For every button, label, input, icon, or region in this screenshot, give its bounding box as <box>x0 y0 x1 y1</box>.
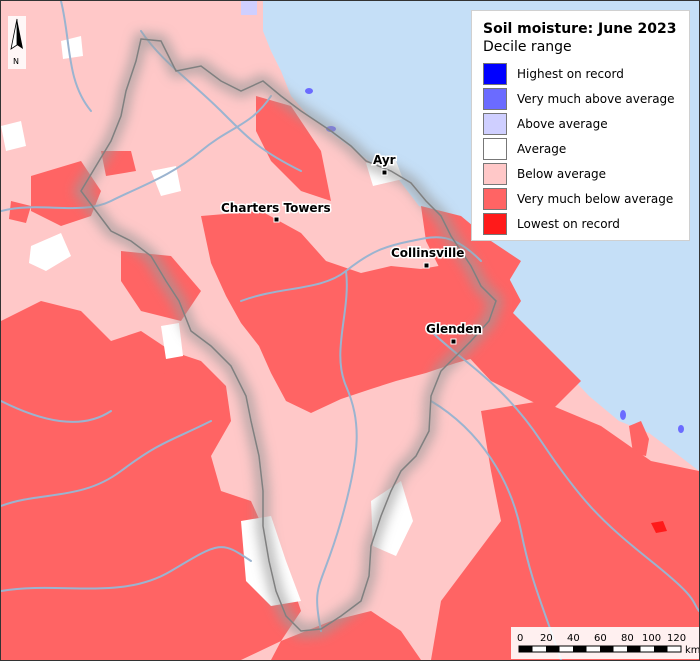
legend-item-average: Average <box>483 136 689 161</box>
scale-tick-label: 0 <box>517 633 523 644</box>
island <box>305 88 313 94</box>
scale-segment <box>519 646 533 652</box>
town-ayr[interactable]: Ayr <box>372 152 397 176</box>
town-marker <box>423 262 430 269</box>
legend-label: Very much below average <box>517 191 674 206</box>
town-label-ayr: Ayr <box>373 153 396 167</box>
legend-label: Below average <box>517 166 607 181</box>
legend-label: Average <box>517 141 567 156</box>
scale-tick-label: 80 <box>621 633 634 644</box>
legend-label: Lowest on record <box>517 216 620 231</box>
north-arrow: N <box>8 16 26 69</box>
legend-item-very-much-below-average: Very much below average <box>483 186 689 211</box>
town-marker <box>381 169 388 176</box>
legend-subtitle: Decile range <box>483 39 572 55</box>
legend-item-highest-on-record: Highest on record <box>483 61 689 86</box>
legend: Soil moisture: June 2023 Decile range Hi… <box>471 10 690 241</box>
legend-swatch <box>483 162 507 185</box>
island <box>629 421 649 456</box>
scale-segment <box>573 646 587 652</box>
island <box>678 425 684 433</box>
legend-swatch <box>483 87 507 110</box>
legend-item-above-average: Above average <box>483 111 689 136</box>
legend-title: Soil moisture: June 2023 <box>483 21 677 37</box>
scale-segment <box>627 646 641 652</box>
legend-swatch <box>483 62 507 85</box>
town-charters-towers[interactable]: Charters Towers <box>220 200 332 223</box>
town-glenden[interactable]: Glenden <box>425 321 483 345</box>
catchment-boundary <box>73 32 503 638</box>
north-arrow-icon-outline <box>10 18 18 50</box>
scale-bar-background <box>511 627 699 659</box>
north-label: N <box>13 57 19 66</box>
town-marker <box>450 338 457 345</box>
region-lowest-on-record <box>651 521 667 533</box>
legend-swatch <box>483 212 507 235</box>
scale-unit-label: km <box>685 645 699 656</box>
north-arrow-icon <box>17 19 23 49</box>
legend-swatch <box>483 112 507 135</box>
legend-label: Highest on record <box>517 66 624 81</box>
scale-tick-label: 120 <box>667 633 686 644</box>
scale-segment <box>600 646 614 652</box>
island <box>620 410 626 420</box>
scale-bar: 0 20 40 60 80 100 120 km <box>511 627 699 659</box>
scale-segment <box>546 646 560 652</box>
island <box>241 1 257 15</box>
legend-swatch <box>483 187 507 210</box>
legend-item-lowest-on-record: Lowest on record <box>483 211 689 236</box>
legend-label: Above average <box>517 116 608 131</box>
legend-label: Very much above average <box>517 91 675 106</box>
town-collinsville[interactable]: Collinsville <box>390 245 466 269</box>
scale-tick-label: 40 <box>567 633 580 644</box>
legend-item-very-much-above-average: Very much above average <box>483 86 689 111</box>
town-marker <box>273 216 280 223</box>
scale-tick-label: 20 <box>540 633 553 644</box>
town-label-collinsville: Collinsville <box>391 246 464 260</box>
legend-swatch <box>483 137 507 160</box>
scale-segment <box>654 646 668 652</box>
legend-item-below-average: Below average <box>483 161 689 186</box>
town-label-glenden: Glenden <box>426 322 482 336</box>
scale-tick-label: 60 <box>594 633 607 644</box>
town-label-charters-towers: Charters Towers <box>221 201 331 215</box>
scale-tick-label: 100 <box>642 633 661 644</box>
